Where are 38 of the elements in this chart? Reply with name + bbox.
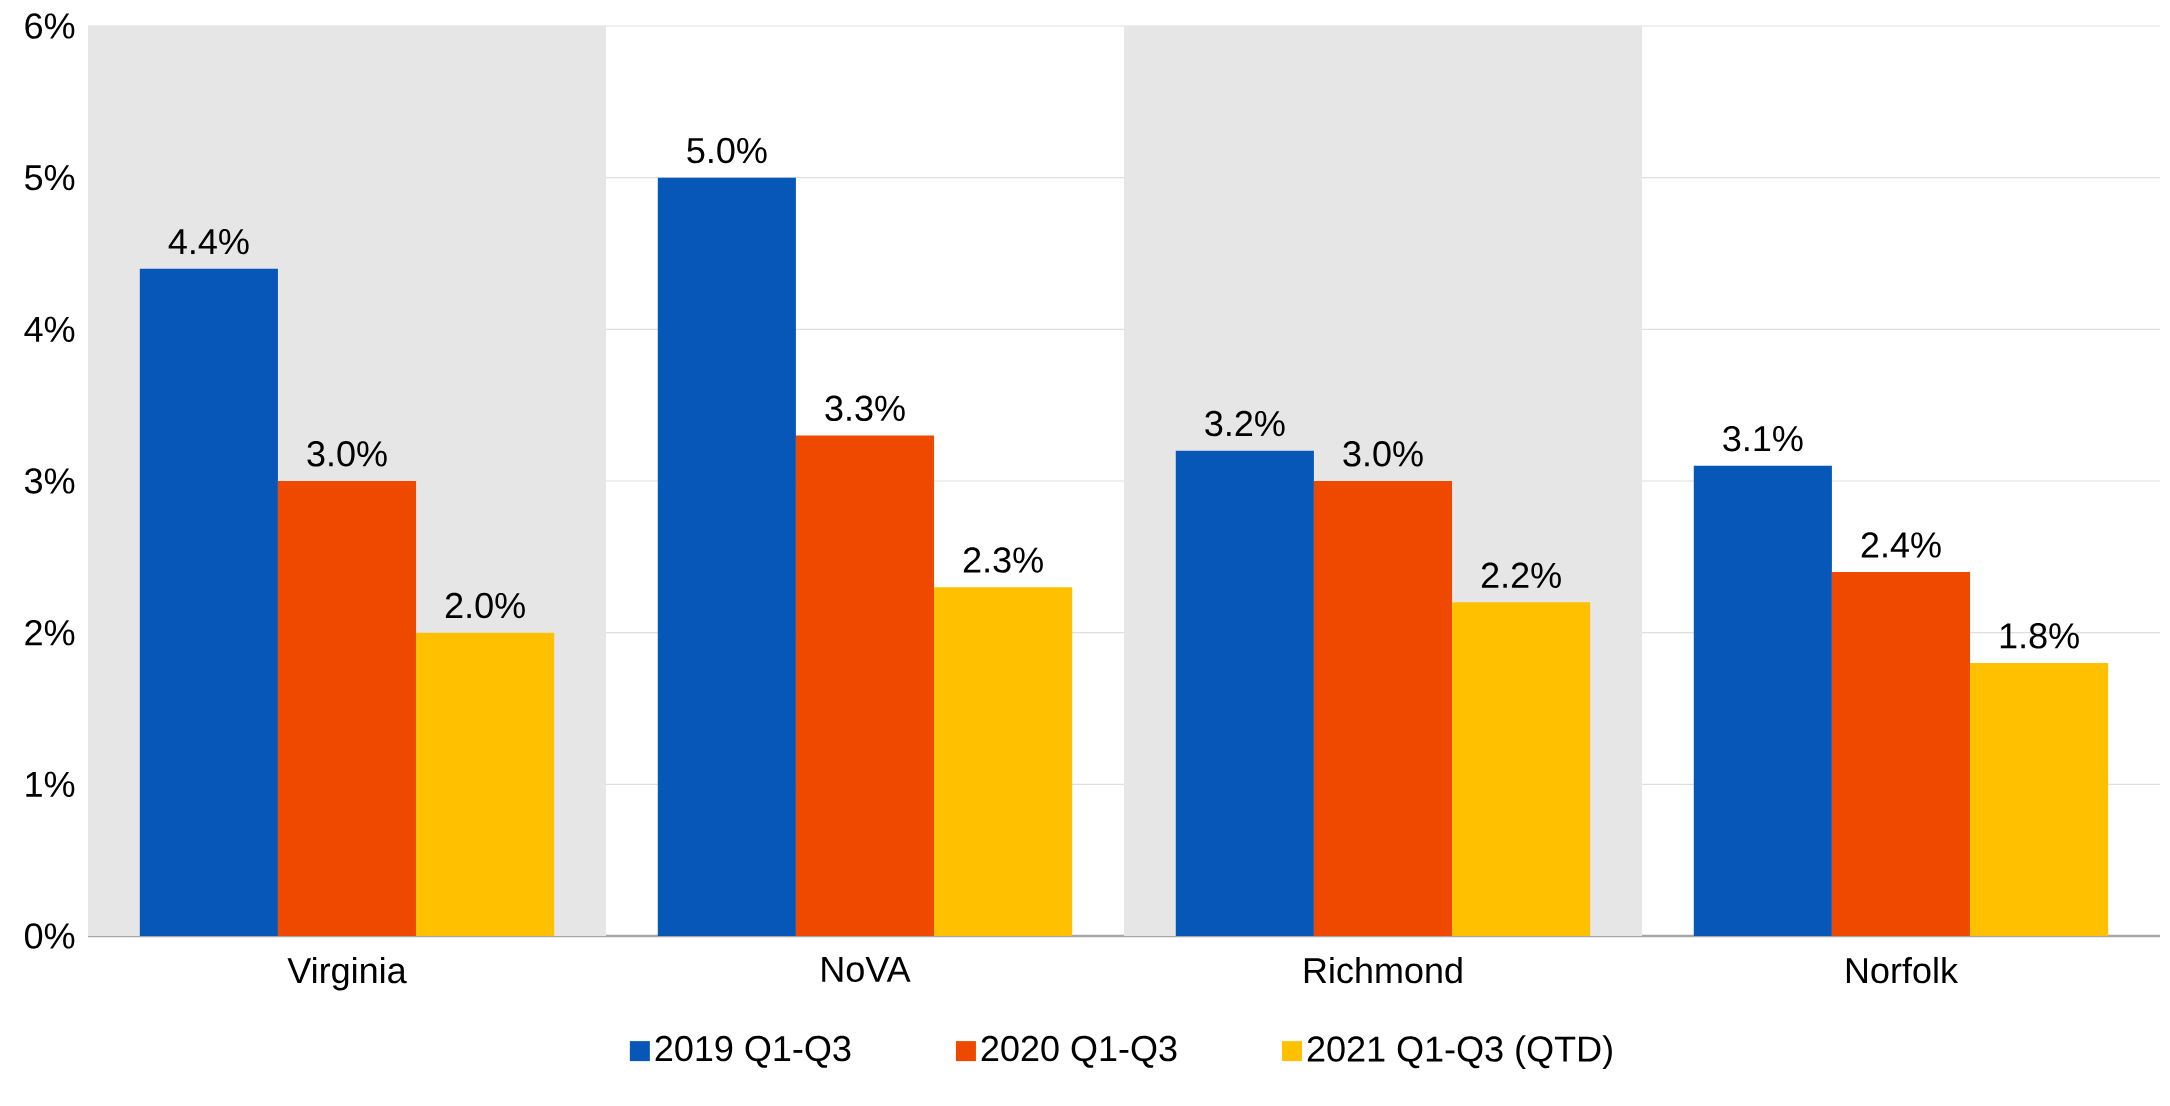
x-tick-label: Virginia <box>287 956 407 991</box>
data-label: 3.1% <box>1723 425 1803 452</box>
y-tick-label: 4% <box>24 316 75 342</box>
legend-label: 2020 Q1-Q3 <box>981 1035 1177 1068</box>
x-tick-label: Richmond <box>1304 956 1462 984</box>
data-label: 3.0% <box>1343 441 1423 467</box>
bar <box>795 435 935 936</box>
data-label: 3.0% <box>307 441 387 467</box>
bar <box>1175 450 1314 936</box>
y-tick-label: 6% <box>25 13 75 39</box>
bar <box>657 177 796 936</box>
data-label: 2.3% <box>963 547 1043 573</box>
y-tick-label: 3% <box>24 468 75 494</box>
data-label: 3.2% <box>1205 410 1285 437</box>
data-label: 1.8% <box>2000 623 2079 649</box>
x-tick-label: NoVA <box>822 956 911 983</box>
bar <box>416 632 555 936</box>
legend-label: 2019 Q1-Q3 <box>655 1035 851 1068</box>
y-tick-label: 2% <box>25 620 75 646</box>
bar <box>934 587 1073 936</box>
data-label: 4.4% <box>168 229 249 255</box>
bar <box>139 268 278 936</box>
bar <box>1970 663 2109 936</box>
data-label: 2.4% <box>1861 532 1941 558</box>
data-label: 5.0% <box>687 137 767 164</box>
y-tick-label: 0% <box>24 923 75 949</box>
bar <box>1313 481 1453 936</box>
bar <box>277 481 417 936</box>
y-tick-label: 5% <box>25 165 75 191</box>
bar <box>1831 572 1971 936</box>
data-label: 2.2% <box>1481 562 1561 588</box>
legend-label: 2021 Q1-Q3 (QTD) <box>1307 1035 1612 1069</box>
y-tick-label: 1% <box>26 771 75 797</box>
data-label: 3.3% <box>825 395 905 422</box>
bar <box>1693 465 1832 936</box>
x-tick-label: Norfolk <box>1846 956 1959 984</box>
data-label: 2.0% <box>445 592 525 619</box>
bar <box>1452 602 1591 936</box>
